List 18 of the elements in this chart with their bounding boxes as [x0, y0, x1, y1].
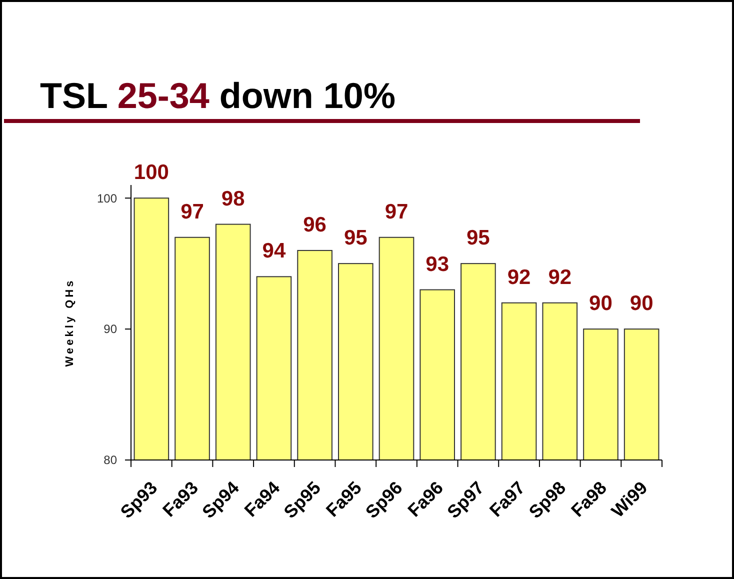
data-label: 92 — [507, 266, 531, 289]
y-tick-label: 90 — [104, 322, 118, 336]
data-label: 95 — [466, 226, 490, 250]
chart-title: TSL 25-34 down 10% — [40, 75, 396, 116]
data-label: 95 — [344, 226, 368, 250]
data-label: 90 — [630, 292, 654, 316]
y-tick-label: 80 — [104, 453, 118, 468]
data-label: 100 — [134, 161, 169, 184]
y-tick-label: 100 — [96, 191, 118, 206]
data-label: 93 — [426, 252, 450, 276]
data-label: 94 — [262, 240, 286, 263]
data-label: 98 — [221, 187, 246, 210]
data-label: 90 — [589, 292, 612, 316]
y-axis-title: Weekly QHs — [64, 278, 76, 367]
data-label: 97 — [384, 200, 408, 224]
data-label: 96 — [303, 213, 326, 236]
data-label: 97 — [180, 200, 204, 224]
data-label: 92 — [548, 266, 572, 289]
